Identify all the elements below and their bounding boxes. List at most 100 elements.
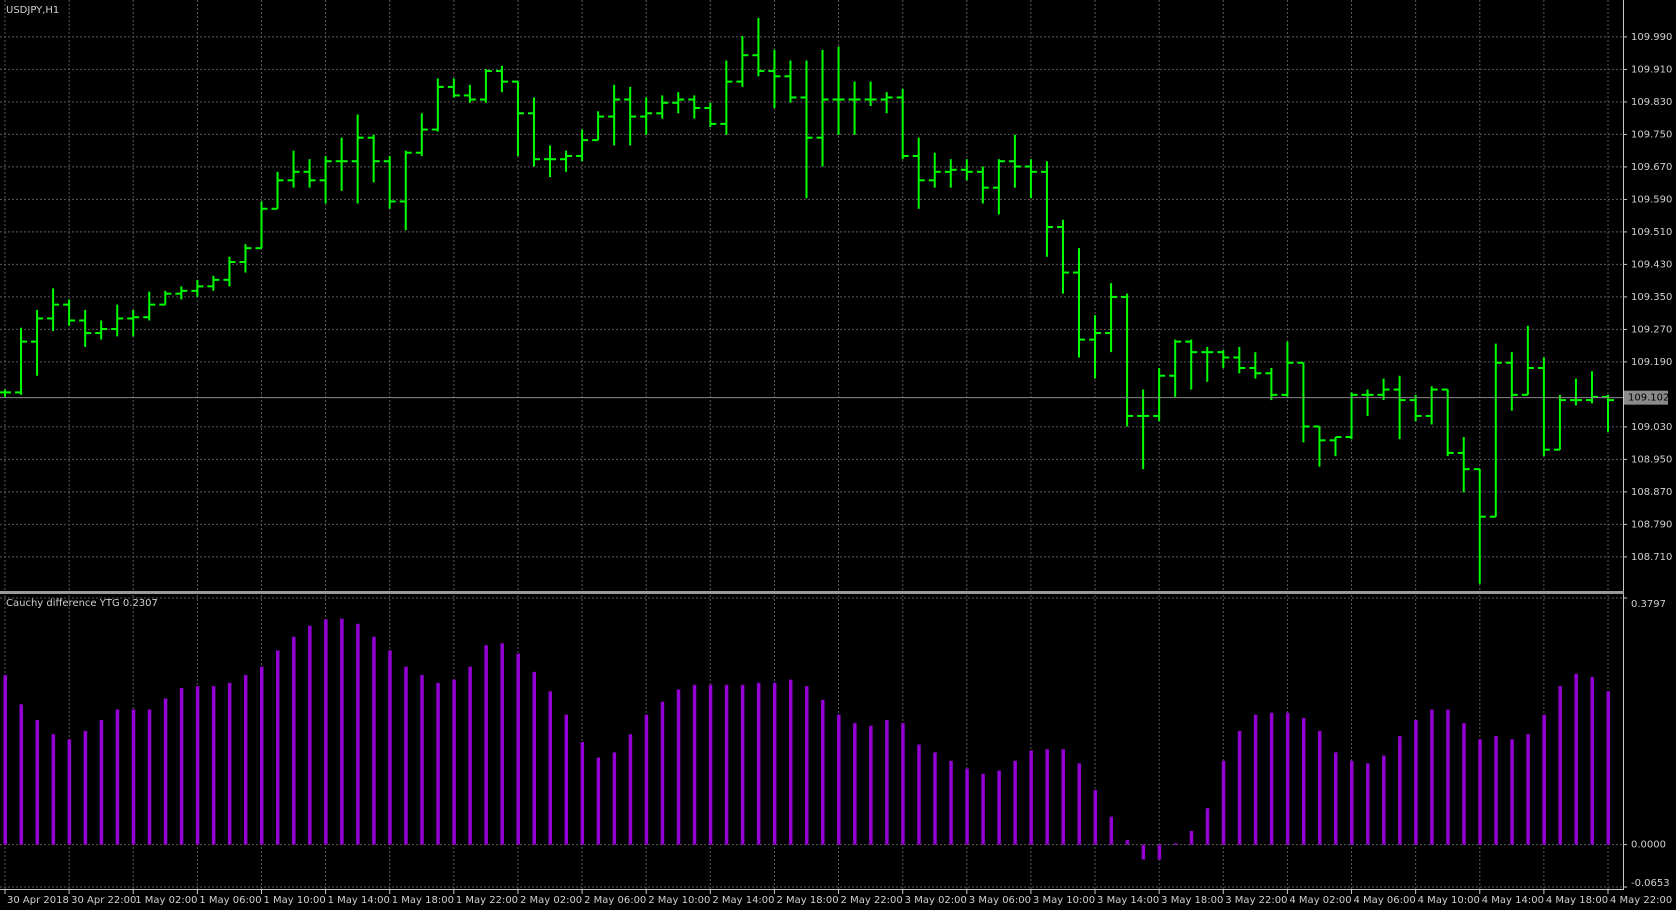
y-tick-label: 108.710 — [1631, 552, 1672, 563]
current-price-box — [1624, 390, 1668, 405]
x-tick-label: 1 May 22:00 — [456, 895, 518, 906]
bar — [644, 714, 649, 845]
bar — [292, 636, 296, 845]
bar — [1301, 717, 1306, 845]
y-tick-label: 0.0000 — [1631, 840, 1666, 851]
bar — [1414, 719, 1418, 845]
bar — [1510, 739, 1514, 845]
bar — [724, 684, 729, 845]
x-tick-label: 1 May 10:00 — [263, 895, 325, 906]
bar — [869, 725, 873, 845]
y-tick-label: -0.0653 — [1631, 878, 1670, 889]
bar — [276, 650, 280, 845]
bar — [756, 682, 761, 845]
y-tick-label: 109.350 — [1631, 292, 1672, 303]
bar — [388, 650, 392, 845]
bar — [1045, 749, 1049, 845]
x-tick-label: 30 Apr 22:00 — [71, 895, 136, 906]
bar — [179, 688, 184, 845]
panel-separator — [0, 591, 1624, 594]
x-tick-label: 4 May 18:00 — [1546, 895, 1608, 906]
bar — [1333, 752, 1338, 845]
y-tick-label: 109.830 — [1631, 97, 1672, 108]
bar — [147, 709, 152, 845]
x-tick-label: 2 May 18:00 — [776, 895, 838, 906]
y-tick-label: 109.990 — [1631, 32, 1672, 43]
bar — [1125, 840, 1130, 845]
bar — [981, 773, 985, 845]
y-tick-label: 108.950 — [1631, 454, 1672, 465]
bar — [420, 675, 424, 845]
bar — [580, 741, 585, 845]
x-tick-label: 4 May 14:00 — [1482, 895, 1544, 906]
bar — [1077, 763, 1082, 845]
x-tick-label: 4 May 22:00 — [1610, 895, 1672, 906]
x-tick-label: 3 May 14:00 — [1097, 895, 1159, 906]
bar — [308, 625, 312, 845]
x-tick-label: 2 May 02:00 — [520, 895, 582, 906]
bar — [1205, 808, 1210, 845]
y-tick-label: 109.670 — [1631, 162, 1672, 173]
bar — [19, 704, 24, 845]
bar — [67, 739, 72, 845]
bar — [1398, 736, 1402, 845]
y-tick-label: 109.430 — [1631, 259, 1672, 270]
x-tick-label: 2 May 14:00 — [712, 895, 774, 906]
bar — [564, 714, 569, 845]
bar — [500, 643, 504, 845]
chart-title: USDJPY,H1 — [6, 5, 59, 16]
bar — [853, 723, 857, 845]
bar — [740, 684, 745, 845]
bar — [660, 701, 665, 845]
bar — [131, 709, 136, 845]
y-tick-label: 109.030 — [1631, 422, 1672, 433]
y-tick-label: 109.270 — [1631, 324, 1672, 335]
bar — [452, 679, 456, 845]
bar — [3, 675, 7, 845]
bar — [933, 752, 937, 845]
bar — [1061, 749, 1065, 845]
bar — [997, 770, 1001, 845]
bar — [1285, 712, 1290, 845]
bar — [163, 698, 168, 845]
y-tick-label: 108.870 — [1631, 487, 1672, 498]
bar — [805, 686, 809, 845]
bar — [1253, 714, 1258, 845]
bar — [772, 682, 777, 845]
current-price-label: 109.102 — [1628, 393, 1669, 404]
bar — [1173, 843, 1178, 845]
x-tick-label: 3 May 22:00 — [1225, 895, 1287, 906]
bar — [1269, 712, 1274, 845]
bar — [356, 623, 360, 845]
x-tick-label: 3 May 06:00 — [969, 895, 1031, 906]
bar — [612, 752, 617, 845]
bar — [1093, 790, 1098, 845]
bar — [1558, 686, 1562, 845]
bar — [227, 682, 232, 845]
bar — [837, 714, 841, 845]
x-tick-label: 30 Apr 2018 — [7, 895, 69, 906]
bar — [1542, 714, 1546, 845]
y-tick-label: 109.750 — [1631, 129, 1672, 140]
bar — [1574, 673, 1578, 845]
bar — [83, 730, 88, 845]
bar — [596, 757, 601, 845]
bar — [949, 760, 953, 845]
bar — [1109, 816, 1114, 845]
x-tick-label: 1 May 06:00 — [199, 895, 261, 906]
bar — [1382, 755, 1386, 845]
x-tick-label: 1 May 14:00 — [328, 895, 390, 906]
bar — [404, 666, 408, 845]
bar — [372, 636, 376, 845]
bar — [51, 734, 56, 845]
bar — [788, 679, 793, 845]
bar — [1478, 739, 1482, 845]
bar — [1606, 691, 1610, 845]
bar — [1221, 760, 1226, 845]
bar — [1590, 677, 1594, 845]
bar — [1189, 830, 1194, 845]
y-tick-label: 109.510 — [1631, 227, 1672, 238]
bar — [1430, 709, 1434, 845]
y-tick-label: 109.590 — [1631, 194, 1672, 205]
